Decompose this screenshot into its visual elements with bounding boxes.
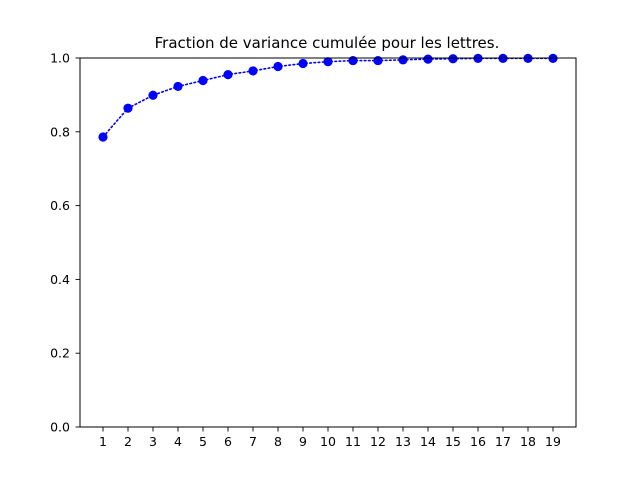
chart-title: Fraction de variance cumulée pour les le… bbox=[155, 34, 500, 52]
x-tick-label: 4 bbox=[174, 434, 182, 449]
x-tick-label: 3 bbox=[149, 434, 157, 449]
data-point bbox=[173, 81, 183, 92]
data-point bbox=[123, 103, 133, 113]
data-point bbox=[448, 54, 458, 64]
x-tick-label: 19 bbox=[545, 434, 561, 449]
x-tick-label: 16 bbox=[470, 434, 486, 449]
x-tick-label: 18 bbox=[520, 434, 536, 449]
y-tick-label: 1.0 bbox=[50, 51, 70, 66]
data-point bbox=[248, 66, 258, 76]
data-point bbox=[423, 54, 433, 64]
x-tick-label: 14 bbox=[420, 434, 436, 449]
x-tick-label: 1 bbox=[99, 434, 107, 449]
data-point bbox=[98, 132, 108, 142]
data-point bbox=[273, 61, 283, 72]
data-point bbox=[398, 55, 408, 65]
x-tick-label: 8 bbox=[274, 434, 282, 449]
data-point bbox=[198, 75, 208, 86]
x-tick-label: 12 bbox=[370, 434, 386, 449]
y-tick-label: 0.4 bbox=[50, 272, 70, 287]
y-tick-label: 0.2 bbox=[50, 346, 70, 361]
y-tick-label: 0.8 bbox=[50, 124, 70, 139]
y-tick-label: 0.6 bbox=[50, 198, 70, 213]
data-point bbox=[223, 70, 233, 80]
data-point bbox=[373, 55, 383, 66]
data-point bbox=[348, 55, 358, 66]
plot-frame bbox=[79, 57, 577, 428]
y-tick-label: 0.0 bbox=[50, 420, 70, 435]
x-tick-label: 15 bbox=[445, 434, 461, 449]
data-point bbox=[148, 90, 158, 100]
data-point bbox=[323, 57, 333, 67]
x-tick-label: 10 bbox=[320, 434, 336, 449]
x-tick-label: 11 bbox=[345, 434, 361, 449]
axes: 1 2 3 4 5 6 7 8 9 10 11 12 13 14 15 16 17 18 190.00.20.40.… bbox=[50, 51, 561, 450]
x-tick-label: 13 bbox=[395, 434, 411, 449]
x-tick-label: 7 bbox=[249, 434, 257, 449]
x-tick-label: 5 bbox=[199, 434, 207, 449]
x-tick-label: 9 bbox=[299, 434, 307, 449]
x-tick-label: 17 bbox=[495, 434, 511, 449]
data-point bbox=[298, 58, 308, 69]
x-tick-label: 6 bbox=[224, 434, 232, 449]
x-tick-label: 2 bbox=[124, 434, 132, 449]
